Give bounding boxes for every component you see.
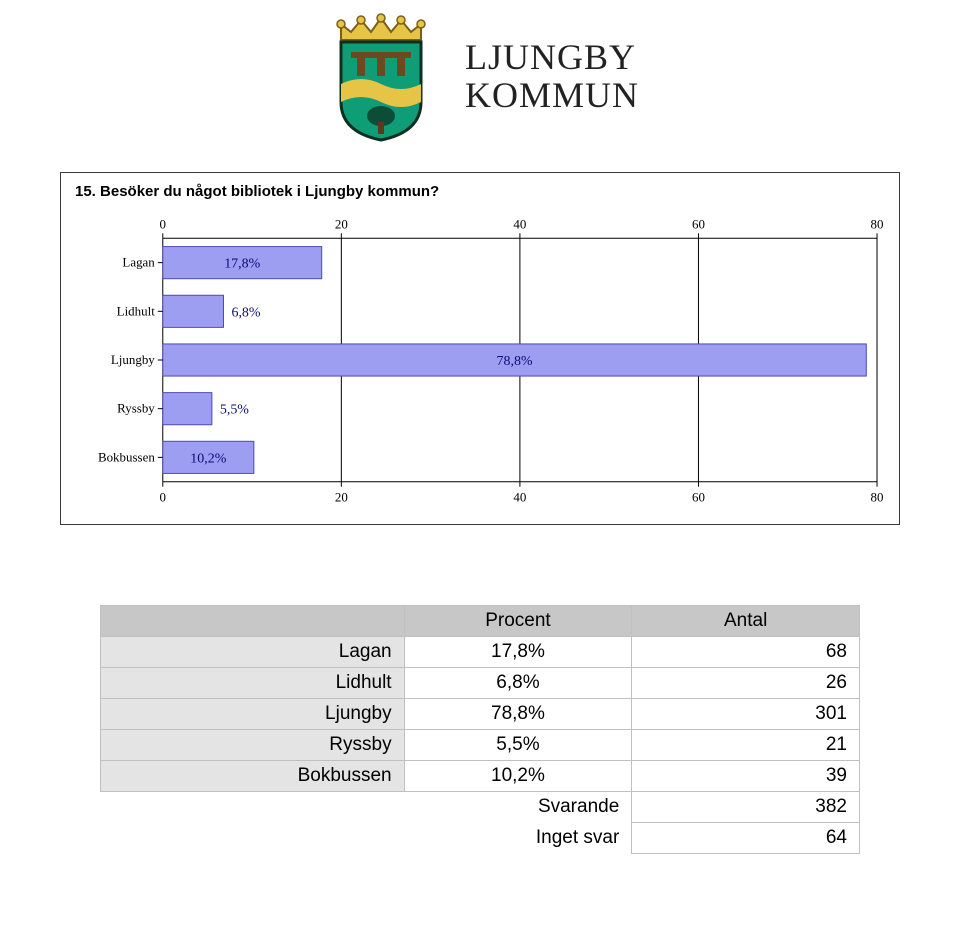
- bar: [163, 295, 224, 327]
- row-antal: 39: [632, 761, 860, 792]
- category-label: Ljungby: [111, 352, 155, 367]
- row-procent: 78,8%: [404, 699, 632, 730]
- row-antal: 21: [632, 730, 860, 761]
- summary-empty: [101, 792, 405, 823]
- logo-text: LJUNGBY KOMMUN: [465, 39, 639, 115]
- crown-icon: [337, 14, 425, 40]
- col-header-antal: Antal: [632, 606, 860, 637]
- row-procent: 6,8%: [404, 668, 632, 699]
- row-name: Lidhult: [101, 668, 405, 699]
- row-name: Bokbussen: [101, 761, 405, 792]
- row-antal: 68: [632, 637, 860, 668]
- summary-label: Inget svar: [404, 823, 632, 854]
- summary-value: 64: [632, 823, 860, 854]
- row-antal: 26: [632, 668, 860, 699]
- data-table: Procent Antal Lagan17,8%68Lidhult6,8%26L…: [100, 605, 860, 854]
- summary-row: Svarande382: [101, 792, 860, 823]
- x-tick-top: 20: [335, 216, 348, 231]
- summary-row: Inget svar64: [101, 823, 860, 854]
- logo-area: LJUNGBY KOMMUN: [0, 0, 960, 162]
- chart-title: 15. Besöker du något bibliotek i Ljungby…: [75, 183, 887, 200]
- summary-label: Svarande: [404, 792, 632, 823]
- category-label: Ryssby: [117, 401, 155, 416]
- bar-chart: 0 0 20 20 40 40 60 60 80 80 Lagan 17,8% Lidhult 6,8% L…: [73, 208, 887, 512]
- bridge-icon: [351, 52, 411, 76]
- row-procent: 5,5%: [404, 730, 632, 761]
- bar: [163, 393, 212, 425]
- row-name: Ryssby: [101, 730, 405, 761]
- table-row: Lagan17,8%68: [101, 637, 860, 668]
- row-procent: 10,2%: [404, 761, 632, 792]
- x-tick-bottom: 20: [335, 490, 348, 505]
- col-header-procent: Procent: [404, 606, 632, 637]
- category-label: Bokbussen: [98, 449, 155, 464]
- summary-value: 382: [632, 792, 860, 823]
- table-row: Bokbussen10,2%39: [101, 761, 860, 792]
- logo-line2: KOMMUN: [465, 77, 639, 115]
- category-label: Lidhult: [117, 303, 156, 318]
- x-tick-bottom: 60: [692, 490, 705, 505]
- x-tick-bottom: 0: [160, 490, 166, 505]
- value-label: 6,8%: [231, 305, 260, 320]
- table-row: Ryssby5,5%21: [101, 730, 860, 761]
- x-tick-top: 80: [871, 216, 884, 231]
- row-procent: 17,8%: [404, 637, 632, 668]
- logo-line1: LJUNGBY: [465, 39, 639, 77]
- col-header-empty: [101, 606, 405, 637]
- table-row: Ljungby78,8%301: [101, 699, 860, 730]
- x-tick-top: 60: [692, 216, 705, 231]
- x-tick-bottom: 80: [871, 490, 884, 505]
- x-tick-bottom: 40: [513, 490, 526, 505]
- row-antal: 301: [632, 699, 860, 730]
- row-name: Lagan: [101, 637, 405, 668]
- value-label: 10,2%: [190, 451, 226, 466]
- chart-container: 15. Besöker du något bibliotek i Ljungby…: [60, 172, 900, 525]
- table-header-row: Procent Antal: [101, 606, 860, 637]
- value-label: 78,8%: [497, 354, 533, 369]
- summary-empty: [101, 823, 405, 854]
- value-label: 17,8%: [224, 257, 260, 272]
- value-label: 5,5%: [220, 403, 249, 418]
- category-label: Lagan: [122, 255, 155, 270]
- row-name: Ljungby: [101, 699, 405, 730]
- table-row: Lidhult6,8%26: [101, 668, 860, 699]
- x-tick-top: 40: [513, 216, 526, 231]
- crest-icon: [321, 12, 441, 142]
- x-tick-top: 0: [160, 216, 166, 231]
